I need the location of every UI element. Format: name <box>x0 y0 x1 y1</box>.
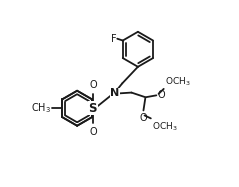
Text: O: O <box>139 113 147 123</box>
Text: S: S <box>88 102 97 115</box>
Text: OCH$_3$: OCH$_3$ <box>152 121 178 133</box>
Text: F: F <box>111 34 117 44</box>
Text: N: N <box>110 88 120 99</box>
Text: O: O <box>89 80 97 90</box>
Text: O: O <box>158 90 165 100</box>
Text: OCH$_3$: OCH$_3$ <box>165 75 191 88</box>
Text: CH$_3$: CH$_3$ <box>31 101 51 115</box>
Text: O: O <box>89 127 97 137</box>
